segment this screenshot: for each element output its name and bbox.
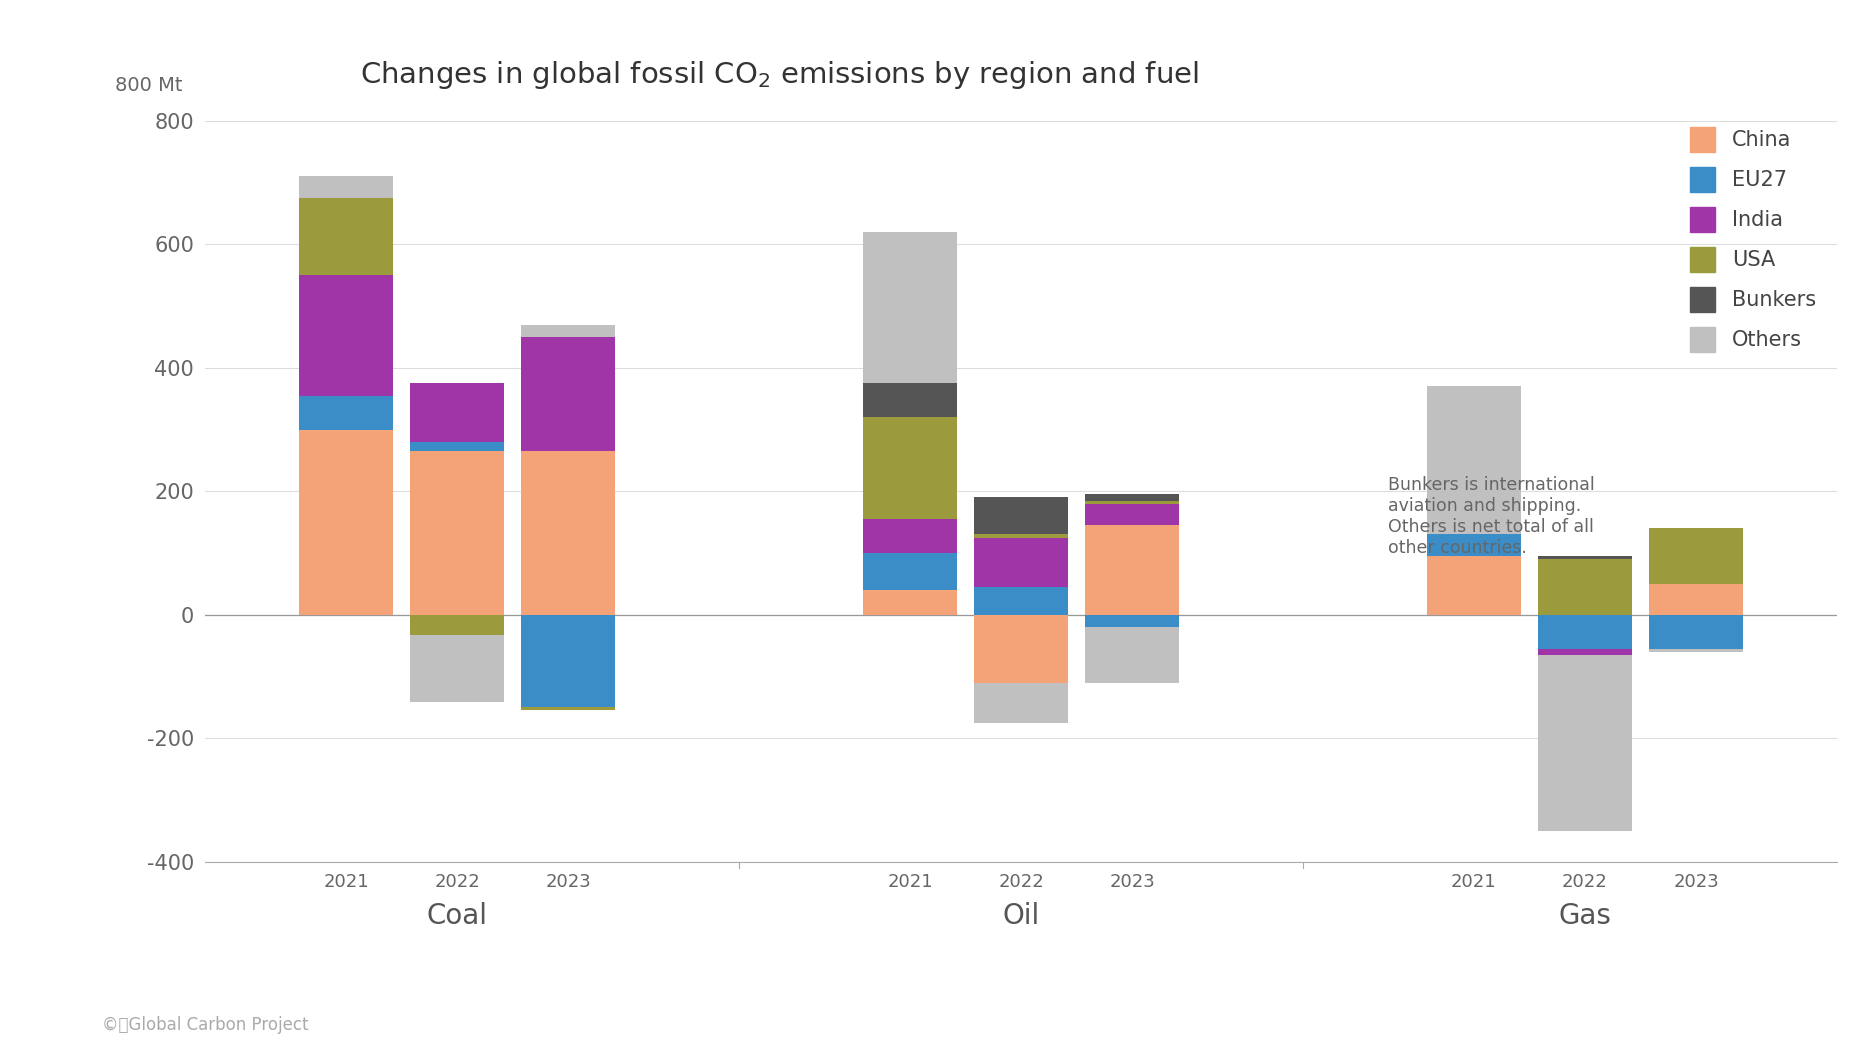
Bar — [409, 383, 504, 442]
Bar — [1085, 627, 1180, 683]
Bar — [974, 535, 1069, 538]
Bar — [1085, 615, 1180, 627]
Bar — [1537, 556, 1632, 560]
Bar — [520, 451, 615, 615]
Bar — [409, 451, 504, 615]
Bar — [974, 587, 1069, 615]
Text: 2022: 2022 — [433, 873, 480, 891]
Text: 2023: 2023 — [1109, 873, 1156, 891]
Bar — [1648, 649, 1743, 652]
Bar — [520, 337, 615, 451]
Bar — [1537, 649, 1632, 655]
Bar — [863, 383, 957, 417]
Text: 2021: 2021 — [324, 873, 369, 891]
Text: Changes in global fossil CO$_2$ emissions by region and fuel: Changes in global fossil CO$_2$ emission… — [359, 59, 1198, 91]
Bar — [1648, 615, 1743, 649]
Bar — [1085, 503, 1180, 525]
Bar — [298, 198, 393, 275]
Bar — [1648, 528, 1743, 584]
Bar — [298, 275, 393, 396]
Bar — [1085, 500, 1180, 503]
Bar — [1537, 655, 1632, 830]
Bar — [974, 615, 1069, 683]
Text: 2023: 2023 — [1672, 873, 1719, 891]
Text: 2023: 2023 — [544, 873, 591, 891]
Text: Bunkers is international
aviation and shipping.
Others is net total of all
other: Bunkers is international aviation and sh… — [1389, 476, 1595, 556]
Bar — [520, 615, 615, 708]
Bar — [1085, 494, 1180, 500]
Bar — [863, 590, 957, 615]
Bar — [974, 683, 1069, 723]
Bar — [974, 497, 1069, 535]
Bar — [863, 232, 957, 383]
Text: Gas: Gas — [1559, 902, 1611, 929]
Bar — [298, 396, 393, 429]
Text: 800 Mt: 800 Mt — [115, 76, 183, 95]
Text: 2021: 2021 — [887, 873, 933, 891]
Legend: China, EU27, India, USA, Bunkers, Others: China, EU27, India, USA, Bunkers, Others — [1680, 117, 1826, 363]
Bar — [298, 176, 393, 198]
Bar — [1648, 584, 1743, 615]
Bar — [1426, 535, 1520, 556]
Bar — [863, 553, 957, 590]
Bar — [1537, 615, 1632, 649]
Bar — [520, 708, 615, 711]
Bar — [409, 615, 504, 635]
Bar — [863, 519, 957, 553]
Bar — [298, 429, 393, 615]
Text: 2021: 2021 — [1452, 873, 1496, 891]
Text: 2022: 2022 — [998, 873, 1045, 891]
Text: Oil: Oil — [1002, 902, 1039, 929]
Bar — [974, 538, 1069, 587]
Bar — [409, 635, 504, 702]
Bar — [520, 324, 615, 337]
Bar — [1085, 525, 1180, 615]
Bar — [863, 417, 957, 519]
Bar — [1537, 560, 1632, 615]
Bar — [1426, 556, 1520, 615]
Text: Coal: Coal — [426, 902, 487, 929]
Bar — [409, 442, 504, 451]
Text: 2022: 2022 — [1561, 873, 1608, 891]
Bar — [1426, 387, 1520, 535]
Text: ©ⓄGlobal Carbon Project: ©ⓄGlobal Carbon Project — [102, 1016, 309, 1034]
